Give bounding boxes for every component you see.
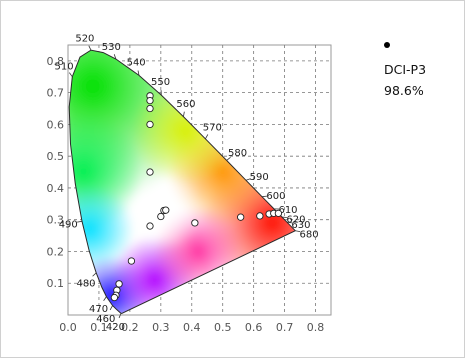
measurement-points [110,92,283,302]
x-tick-label: 0.7 [276,321,294,334]
wavelength-label: 600 [266,191,285,202]
y-tick-label: 0.5 [47,150,65,163]
wavelength-tick [77,220,83,223]
measurement-point [146,168,154,176]
wavelength-tick [261,195,268,198]
wavelength-tick [226,157,231,161]
wavelength-tick [205,134,209,139]
measurement-point [146,120,154,129]
y-tick-label: 0.2 [47,245,65,258]
axis-ticks: 0.0 0.1 0.2 0.3 0.4 0.5 0.6 0.7 0.8 0.1 0.2 0.3 0.4 0… [47,55,325,334]
x-tick-label: 0.4 [183,321,201,334]
measurement-point [146,104,154,113]
wavelength-tick [183,111,185,117]
legend-coverage: 98.6% [384,83,424,98]
wavelength-label: 470 [89,304,108,315]
legend: DCI-P3 98.6% [372,42,452,101]
measurement-point [146,222,154,230]
cyan-region [69,184,135,275]
wavelength-label: 570 [203,123,222,134]
measurement-point [157,212,165,221]
wavelength-tick [245,178,251,181]
measurement-point [127,257,136,265]
x-tick-label: 0.5 [214,321,232,334]
measurement-point [256,212,264,220]
measurement-point [274,209,283,218]
wavelength-label: 560 [176,99,195,110]
wavelength-tick [113,54,117,60]
wavelength-label: 540 [127,58,146,69]
wavelength-tick [69,72,73,77]
wavelength-label: 480 [76,278,95,289]
wavelength-label: 520 [75,34,94,45]
wavelength-label: 530 [102,42,121,53]
wavelength-label: 630 [291,220,310,231]
measurement-point [115,280,123,288]
y-tick-label: 0.4 [47,182,65,195]
x-tick-label: 0.6 [245,321,263,334]
wavelength-tick [92,272,97,277]
y-tick-label: 0.6 [47,118,65,131]
wavelength-label: 510 [55,61,74,72]
wavelength-tick [118,313,122,319]
wavelength-label: 490 [59,220,78,231]
y-tick-label: 0.8 [47,55,65,68]
wavelength-tick [103,296,107,302]
y-tick-label: 0.3 [47,214,65,227]
wavelength-label: 590 [250,172,269,183]
y-tick-label: 0.1 [47,277,65,290]
x-tick-label: 0.0 [59,321,77,334]
measurement-point [191,219,199,227]
measurement-point [162,206,170,214]
x-tick-label: 0.1 [90,321,108,334]
wavelength-label: 680 [300,229,319,240]
wavelength-tick [295,230,301,233]
wavelength-tick [88,45,92,51]
measurement-point [110,293,119,302]
wavelength-label: 550 [151,77,170,88]
x-tick-label: 0.8 [307,321,325,334]
y-tick-label: 0.7 [47,87,65,100]
wavelength-tick [286,221,293,224]
legend-gamut-name: DCI-P3 [384,62,427,77]
wavelength-label: 580 [228,148,247,159]
wavelength-label: 420 [106,322,125,333]
wavelength-label: 620 [286,214,305,225]
x-tick-label: 0.2 [121,321,139,334]
x-tick-label: 0.3 [152,321,170,334]
legend-marker [384,42,390,48]
wavelength-tick [109,305,113,311]
wavelength-label: 610 [278,205,297,216]
measurement-point [146,96,154,105]
wavelength-tick [137,70,140,76]
wavelength-label: 460 [96,314,115,325]
measurement-point [237,213,245,221]
